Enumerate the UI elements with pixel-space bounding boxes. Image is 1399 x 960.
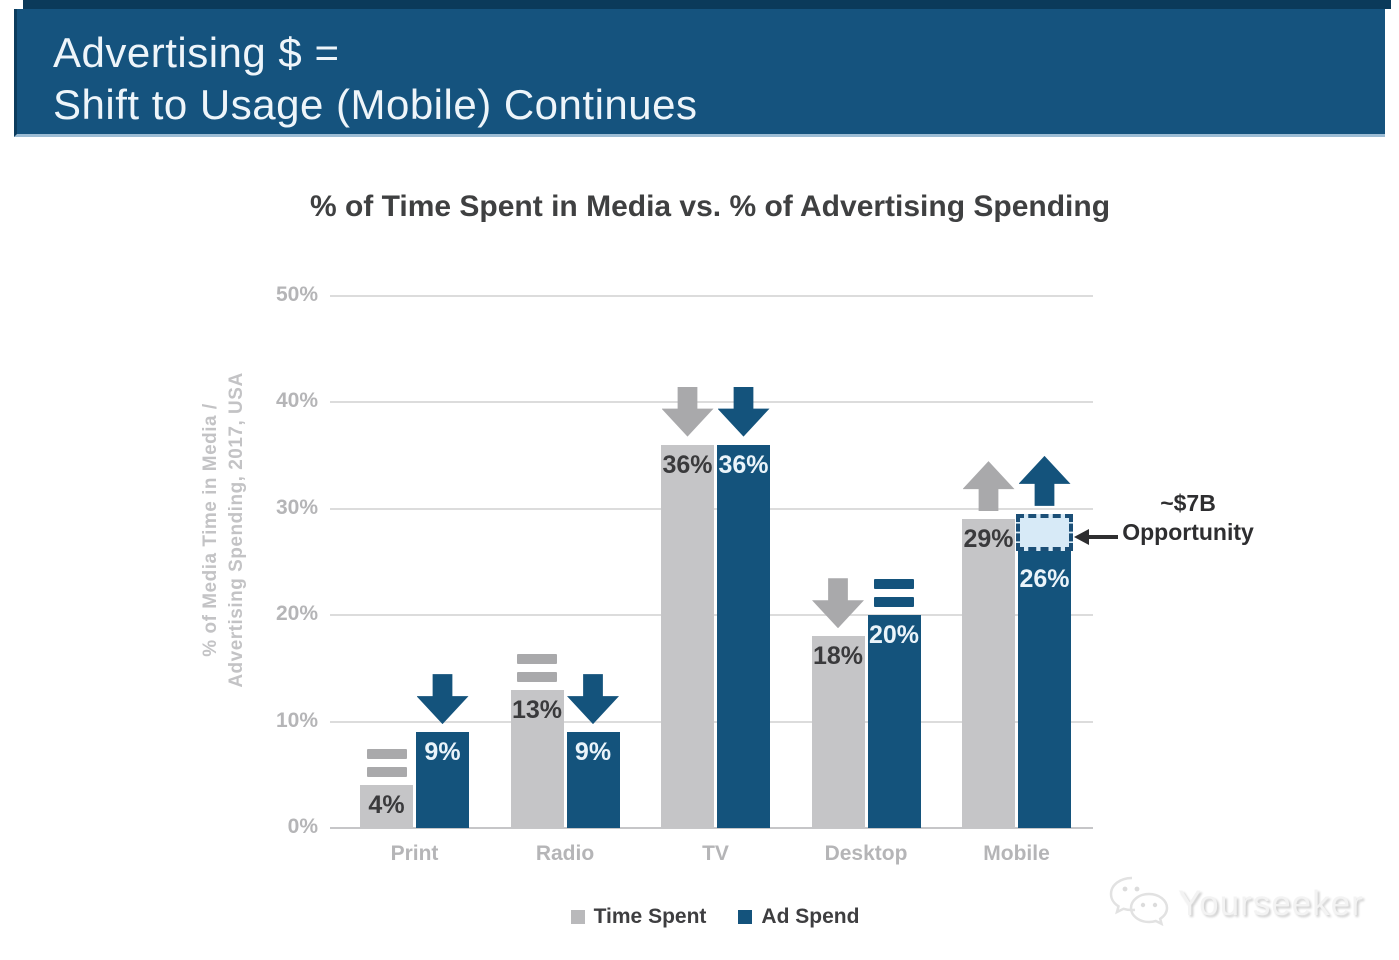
x-axis-label-radio: Radio [535,842,595,865]
y-tick-label-10%: 10% [275,708,318,732]
y-tick-label-50%: 50% [275,282,318,306]
equals-bar [517,653,557,664]
gridline-0% [330,827,1093,829]
value-label-time-spent-tv: 36% [662,450,713,479]
trend-up-icon-ad-spend-mobile [1018,455,1071,506]
opportunity-annotation: ~$7B Opportunity [1118,489,1258,547]
value-label-ad-spend-print: 9% [424,738,461,767]
value-label-time-spent-desktop: 18% [812,642,864,671]
equals-bar [874,597,914,607]
y-tick-label-40%: 40% [275,389,318,412]
x-axis-label-desktop: Desktop [824,842,908,865]
value-label-ad-spend-desktop: 20% [868,621,920,649]
y-tick-label-20%: 20% [275,602,318,625]
value-label-time-spent-print: 4% [368,791,405,820]
equals-bar [874,579,914,589]
y-axis-title-line2: Advertising Spending, 2017, USA [226,372,247,688]
opportunity-annotation-line1: ~$7B [1160,490,1216,516]
trend-flat-icon-ad-spend-desktop [874,579,914,607]
value-label-ad-spend-radio: 9% [574,738,612,767]
value-label-time-spent-radio: 13% [511,695,563,724]
trend-down-icon-ad-spend-tv [717,386,770,437]
time-spent-swatch-icon [570,910,585,924]
equals-bar [517,671,557,682]
x-axis-label-mobile: Mobile [983,842,1050,865]
legend-item-time-spent: Time Spent [570,905,707,929]
bar-ad-spend-mobile: 26% [1018,551,1071,828]
y-tick-label-30%: 30% [275,495,318,519]
watermark-brand: Yourseeker [1178,883,1364,923]
bar-ad-spend-desktop: 20% [867,615,921,828]
ad-spend-swatch-icon [738,910,753,924]
x-axis-label-print: Print [390,842,439,865]
bar-time-spent-desktop: 18% [811,636,865,828]
bar-time-spent-tv: 36% [661,444,714,828]
bar-ad-spend-radio: 9% [566,732,620,828]
banner-top-strip [23,0,1391,9]
slide-title-line2: Shift to Usage (Mobile) Continues [53,81,698,128]
equals-bar [366,767,407,778]
opportunity-gap-box [1016,513,1073,552]
y-axis-title-line1: % of Media Time in Media / [200,403,221,657]
slide-title-banner: Advertising $ = Shift to Usage (Mobile) … [14,9,1385,137]
trend-down-icon-time-spent-tv [661,386,714,437]
chart-legend: Time Spent Ad Spend [430,905,1000,929]
x-axis-label-tv: TV [702,842,729,865]
trend-up-icon-time-spent-mobile [962,461,1015,512]
legend-label-ad-spend: Ad Spend [761,905,860,928]
trend-down-icon-time-spent-desktop [812,578,864,629]
opportunity-annotation-line2: Opportunity [1122,519,1254,545]
bar-time-spent-print: 4% [360,785,413,828]
trend-flat-icon-time-spent-radio [517,653,557,682]
value-label-time-spent-mobile: 29% [963,525,1014,554]
legend-item-ad-spend: Ad Spend [738,905,859,929]
gridline-50% [330,294,1093,297]
wechat-icon [1104,872,1170,935]
value-label-ad-spend-mobile: 26% [1019,565,1070,594]
trend-flat-icon-time-spent-print [366,749,407,778]
equals-bar [366,749,407,760]
bar-time-spent-radio: 13% [510,689,564,828]
slide-title-line1: Advertising $ = [53,29,340,76]
watermark: Yourseeker [1104,872,1364,935]
trend-down-icon-ad-spend-radio [567,674,619,725]
gridline-40% [330,401,1093,403]
legend-label-time-spent: Time Spent [593,905,707,928]
value-label-ad-spend-tv: 36% [718,450,769,479]
chart-title: % of Time Spent in Media vs. % of Advert… [309,190,1111,223]
y-tick-label-0%: 0% [287,815,318,838]
bar-time-spent-mobile: 29% [962,519,1015,828]
bar-ad-spend-print: 9% [416,732,469,828]
slide-title: Advertising $ = Shift to Usage (Mobile) … [17,9,1385,131]
y-axis-title: % of Media Time in Media / Advertising S… [198,320,258,740]
annotation-arrow-icon [1074,528,1118,551]
trend-down-icon-ad-spend-print [416,674,469,725]
bar-ad-spend-tv: 36% [717,444,770,828]
